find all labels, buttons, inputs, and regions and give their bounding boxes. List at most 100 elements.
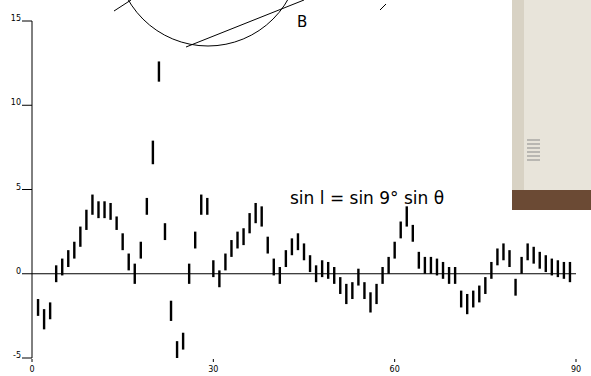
error-bar — [466, 294, 468, 314]
error-bar — [242, 228, 244, 245]
error-bar — [176, 341, 178, 358]
error-bar — [508, 250, 510, 267]
error-bar — [218, 270, 220, 287]
error-bar — [387, 257, 389, 274]
error-bar — [545, 255, 547, 272]
error-bar — [526, 243, 528, 260]
y-tick-label: 10 — [11, 98, 21, 107]
photo-writing — [527, 152, 540, 153]
error-bar — [551, 259, 553, 276]
error-bar — [297, 233, 299, 250]
error-bar — [351, 282, 353, 299]
circle — [116, 0, 300, 46]
error-bar — [496, 248, 498, 265]
error-bar — [254, 203, 256, 223]
error-bar — [569, 262, 571, 282]
error-bar — [472, 291, 474, 308]
y-tick-label: -5 — [13, 351, 21, 360]
error-bar — [236, 232, 238, 249]
y-tick — [22, 21, 32, 22]
error-bar — [97, 201, 99, 218]
error-bar — [61, 259, 63, 276]
error-bar — [43, 309, 45, 329]
photo-writing — [527, 160, 540, 161]
error-bar — [400, 222, 402, 239]
error-bar — [381, 267, 383, 284]
x-tick — [576, 359, 577, 362]
error-bar — [418, 252, 420, 269]
error-bar — [128, 254, 130, 271]
error-bar — [182, 333, 184, 350]
error-bar — [514, 279, 516, 296]
error-bar — [345, 284, 347, 304]
diagram-line — [380, 4, 386, 10]
error-bar — [49, 302, 51, 319]
chart: B-50510150306090sin l = sin 9° sin θ — [0, 0, 591, 376]
x-tick — [394, 359, 395, 362]
error-bar — [67, 250, 69, 267]
error-bar — [230, 240, 232, 257]
error-bar — [146, 198, 148, 215]
error-bar — [484, 277, 486, 294]
error-bar — [309, 255, 311, 272]
y-tick-label: 15 — [11, 14, 21, 23]
error-bar — [412, 225, 414, 242]
error-bar — [267, 237, 269, 254]
error-bar — [200, 195, 202, 215]
photo-floor — [512, 190, 591, 210]
error-bar — [134, 264, 136, 284]
error-bar — [279, 267, 281, 284]
diagram-line — [186, 0, 304, 47]
error-bar — [327, 262, 329, 279]
error-bar — [563, 262, 565, 279]
error-bar — [375, 284, 377, 304]
y-tick — [22, 189, 32, 190]
diagram-line — [114, 0, 131, 11]
x-tick — [32, 359, 33, 362]
photo-writing — [527, 148, 540, 149]
y-tick — [22, 273, 32, 274]
error-bar — [357, 269, 359, 286]
error-bar — [158, 61, 160, 81]
error-bar — [224, 254, 226, 271]
photo — [512, 0, 591, 210]
x-tick — [213, 359, 214, 362]
y-tick-label: 0 — [16, 267, 21, 276]
error-bar — [73, 242, 75, 259]
y-tick — [22, 358, 32, 359]
error-bar — [460, 291, 462, 308]
y-tick-label: 5 — [16, 183, 21, 192]
photo-writing — [527, 140, 540, 141]
error-bar — [557, 260, 559, 277]
x-tick-label: 90 — [571, 365, 581, 374]
error-bar — [478, 286, 480, 303]
error-bar — [212, 260, 214, 277]
error-bar — [303, 243, 305, 260]
error-bar — [79, 227, 81, 247]
error-bar — [273, 259, 275, 276]
error-bar — [91, 195, 93, 215]
error-bar — [206, 198, 208, 215]
error-bar — [333, 267, 335, 284]
error-bar — [121, 233, 123, 250]
error-bar — [454, 267, 456, 284]
error-bar — [260, 206, 262, 226]
error-bar — [393, 242, 395, 259]
error-bar — [55, 265, 57, 282]
error-bar — [442, 262, 444, 279]
error-bar — [152, 141, 154, 165]
error-bar — [291, 238, 293, 255]
error-bar — [448, 267, 450, 284]
photo-edge — [512, 0, 524, 210]
error-bar — [339, 277, 341, 294]
error-bar — [248, 213, 250, 233]
photo-writing — [527, 144, 540, 145]
formula: sin l = sin 9° sin θ — [290, 188, 444, 208]
error-bar — [103, 201, 105, 218]
error-bar — [424, 257, 426, 274]
error-bar — [490, 262, 492, 279]
error-bar — [115, 216, 117, 229]
photo-writing — [527, 156, 540, 157]
x-tick-label: 0 — [29, 365, 34, 374]
error-bar — [532, 247, 534, 264]
